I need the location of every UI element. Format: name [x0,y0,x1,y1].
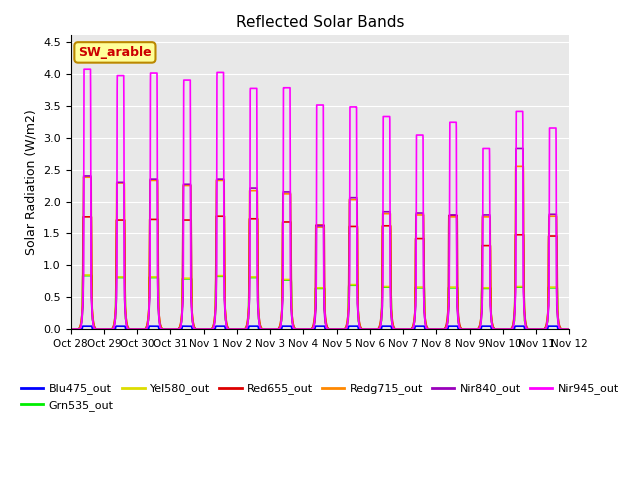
Text: SW_arable: SW_arable [78,46,152,59]
Legend: Blu475_out, Grn535_out, Yel580_out, Red655_out, Redg715_out, Nir840_out, Nir945_: Blu475_out, Grn535_out, Yel580_out, Red6… [17,379,623,415]
Y-axis label: Solar Radiation (W/m2): Solar Radiation (W/m2) [24,109,38,255]
Title: Reflected Solar Bands: Reflected Solar Bands [236,15,404,30]
